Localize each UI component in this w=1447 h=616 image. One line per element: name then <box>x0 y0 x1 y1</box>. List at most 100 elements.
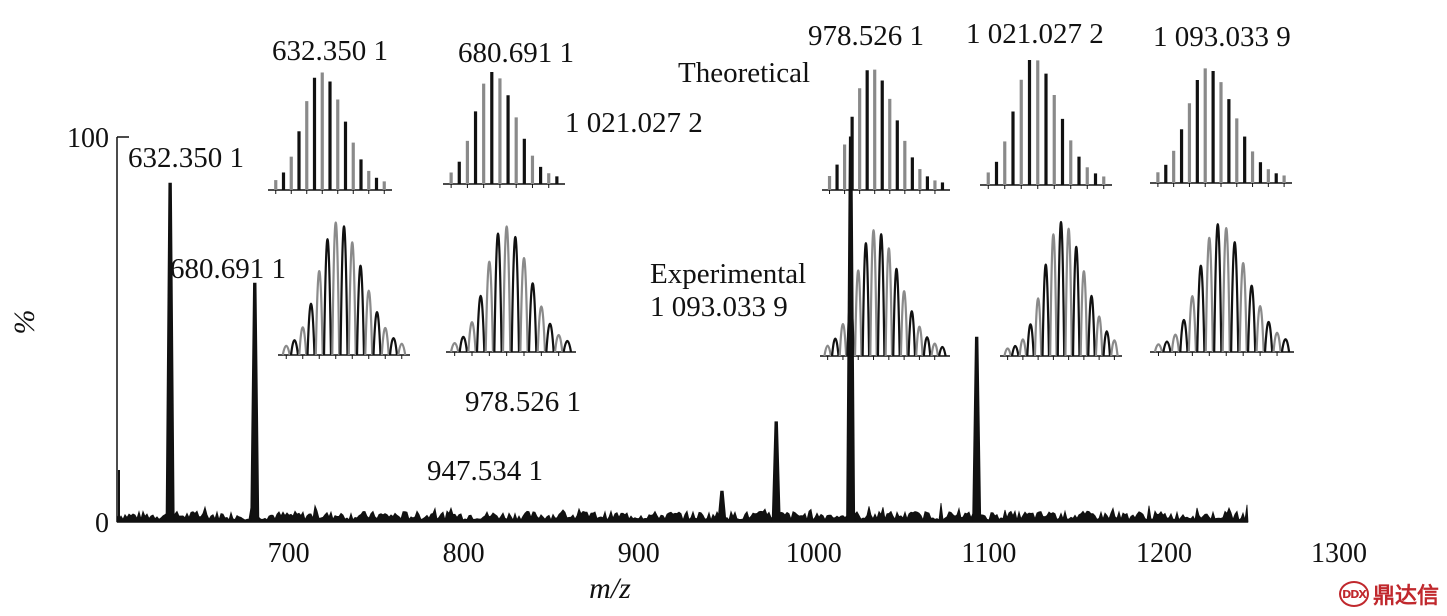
peak-label: 1 093.033 9 <box>650 291 788 323</box>
peak-label: 1 021.027 2 <box>565 107 703 139</box>
inset-label: 1 093.033 9 <box>1153 21 1291 53</box>
baseline-noise <box>116 503 1249 523</box>
peak-label: 632.350 1 <box>128 142 244 174</box>
inset-profile-peak <box>892 267 901 357</box>
inset-profile-peak <box>355 264 366 356</box>
inset-profile-peak <box>484 260 495 353</box>
inset-profile-peak <box>388 336 399 356</box>
inset-profile-peak <box>380 327 390 356</box>
inset-profile-peak <box>289 339 300 356</box>
inset-profile-peak <box>527 282 538 353</box>
experimental-isotope-inset <box>820 229 950 360</box>
spectrum-peak <box>165 182 175 523</box>
inset-profile-peak <box>1196 264 1206 353</box>
peak-label: 978.526 1 <box>465 386 581 418</box>
inset-profile-peak <box>1153 343 1164 353</box>
inset-profile-peak <box>1064 227 1073 357</box>
inset-profile-peak <box>306 302 316 356</box>
inset-profile-peak <box>314 270 324 356</box>
spectrum-peak <box>717 490 727 523</box>
inset-profile-peak <box>1238 261 1248 353</box>
inset-profile-peak <box>331 221 341 356</box>
inset-profile-peak <box>1026 323 1035 357</box>
y-axis-title: % <box>8 310 41 335</box>
inset-profile-peak <box>1018 338 1028 357</box>
inset-profile-peak <box>322 238 333 356</box>
inset-profile-peak <box>876 233 886 357</box>
watermark-text: 鼎达信 <box>1372 584 1439 609</box>
inset-profile-peak <box>938 345 947 357</box>
inset-profile-peak <box>1056 221 1066 357</box>
inset-profile-peak <box>884 247 894 357</box>
inset-profile-peak <box>823 344 832 357</box>
annotations: 632.350 1 680.691 1 947.534 1 978.526 1 1 02… <box>128 18 1291 487</box>
inset-profile-peak <box>281 344 291 356</box>
inset-profile-peak <box>1255 305 1265 353</box>
experimental-isotope-inset <box>1150 223 1294 356</box>
y-tick-label: 100 <box>67 123 109 154</box>
inset-profile-peak <box>1272 331 1282 353</box>
inset-profile-peak <box>1280 338 1291 353</box>
inset-profile-peak <box>853 269 863 357</box>
inset-label: Theoretical <box>678 57 810 89</box>
x-axis-title: m/z <box>589 572 631 605</box>
inset-profile-peak <box>869 229 878 357</box>
inset-profile-peak <box>1033 297 1043 357</box>
x-tick-label: 1300 <box>1311 538 1367 569</box>
inset-profile-peak <box>1079 270 1089 357</box>
inset-profile-peak <box>372 311 382 356</box>
inset-profile-peak <box>915 325 924 357</box>
inset-profile-peak <box>1110 339 1119 357</box>
inset-profile-peak <box>347 241 357 356</box>
inset-profile-peak <box>1102 330 1112 357</box>
inset-profile-peak <box>846 299 855 357</box>
inset-profile-peak <box>1071 245 1081 357</box>
spectrum-peak <box>771 421 781 523</box>
inset-profile-peak <box>1003 347 1012 357</box>
inset-profile-peak <box>458 335 469 353</box>
inset-profile-peak <box>830 337 840 357</box>
inset-profile-peak <box>861 242 871 357</box>
x-tick-label: 1000 <box>786 538 842 569</box>
inset-label: 978.526 1 <box>808 20 924 52</box>
experimental-isotope-inset <box>278 221 410 359</box>
inset-profile-peak <box>930 342 940 357</box>
theoretical-isotope-inset <box>980 59 1112 189</box>
inset-profile-peak <box>467 321 477 353</box>
inset-label: 632.350 1 <box>272 35 388 67</box>
inset-profile-peak <box>1041 263 1051 357</box>
inset-profile-peak <box>1246 284 1257 353</box>
inset-profile-peak <box>449 341 460 353</box>
inset-profile-peak <box>1087 295 1096 357</box>
watermark-logo: DDX 鼎达信 <box>1338 578 1439 610</box>
inset-profile-peak <box>339 225 349 356</box>
inset-profile-peak <box>1170 333 1181 353</box>
axes: 0 100 700 800 900 1000 1100 1200 1300 m/z% <box>8 123 1367 605</box>
x-tick-label: 1100 <box>961 538 1016 569</box>
inset-profile-peak <box>1049 233 1058 357</box>
inset-profile-peak <box>1162 340 1172 353</box>
inset-profile-peak <box>562 339 573 353</box>
inset-profile-peak <box>1263 320 1274 353</box>
inset-profile-peak <box>1213 223 1223 353</box>
inset-profile-peak <box>922 336 932 357</box>
x-tick-label: 800 <box>443 538 485 569</box>
inset-profile-peak <box>519 257 529 353</box>
spectrum-peak <box>250 282 260 523</box>
peak-label: 680.691 1 <box>170 253 286 285</box>
theoretical-isotope-inset <box>268 72 392 194</box>
theoretical-isotope-inset <box>1150 68 1292 187</box>
experimental-isotope-inset <box>446 225 576 356</box>
inset-profile-peak <box>545 323 555 353</box>
theoretical-isotope-inset <box>443 72 565 188</box>
theoretical-isotope-inset <box>822 69 950 194</box>
inset-profile-peak <box>907 310 917 357</box>
y-tick-label: 0 <box>95 508 109 539</box>
x-tick-label: 1200 <box>1136 538 1192 569</box>
inset-profile-peak <box>397 342 407 356</box>
inset-label: 680.691 1 <box>458 37 574 69</box>
inset-profile-peak <box>1187 295 1198 353</box>
inset-profile-peak <box>1221 227 1231 353</box>
inset-label: 1 021.027 2 <box>966 18 1104 50</box>
